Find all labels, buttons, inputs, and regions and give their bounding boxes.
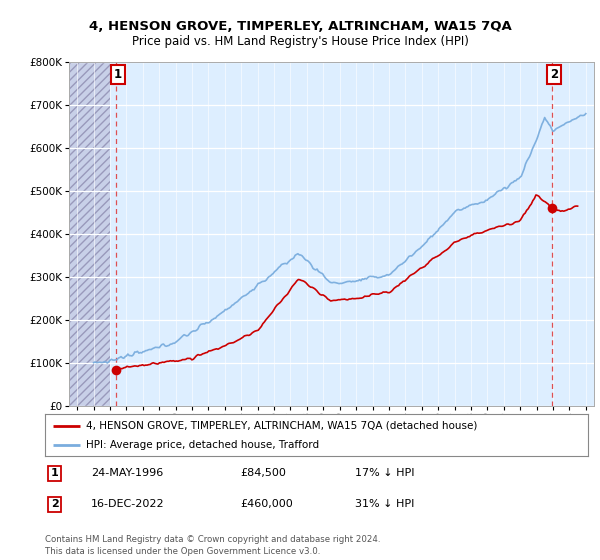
Text: 1: 1 (114, 68, 122, 81)
Bar (69, 62, 110, 406)
Text: 16-DEC-2022: 16-DEC-2022 (91, 500, 165, 509)
Text: HPI: Average price, detached house, Trafford: HPI: Average price, detached house, Traf… (86, 440, 319, 450)
Text: 2: 2 (550, 68, 558, 81)
Text: 4, HENSON GROVE, TIMPERLEY, ALTRINCHAM, WA15 7QA: 4, HENSON GROVE, TIMPERLEY, ALTRINCHAM, … (89, 20, 511, 32)
Text: 2: 2 (51, 500, 59, 509)
Text: 31% ↓ HPI: 31% ↓ HPI (355, 500, 414, 509)
Text: 4, HENSON GROVE, TIMPERLEY, ALTRINCHAM, WA15 7QA (detached house): 4, HENSON GROVE, TIMPERLEY, ALTRINCHAM, … (86, 421, 477, 431)
Text: £460,000: £460,000 (241, 500, 293, 509)
Text: 1: 1 (51, 468, 59, 478)
Text: £84,500: £84,500 (241, 468, 286, 478)
Text: Contains HM Land Registry data © Crown copyright and database right 2024.
This d: Contains HM Land Registry data © Crown c… (45, 535, 380, 556)
Text: Price paid vs. HM Land Registry's House Price Index (HPI): Price paid vs. HM Land Registry's House … (131, 35, 469, 48)
Text: 17% ↓ HPI: 17% ↓ HPI (355, 468, 414, 478)
Text: 24-MAY-1996: 24-MAY-1996 (91, 468, 163, 478)
